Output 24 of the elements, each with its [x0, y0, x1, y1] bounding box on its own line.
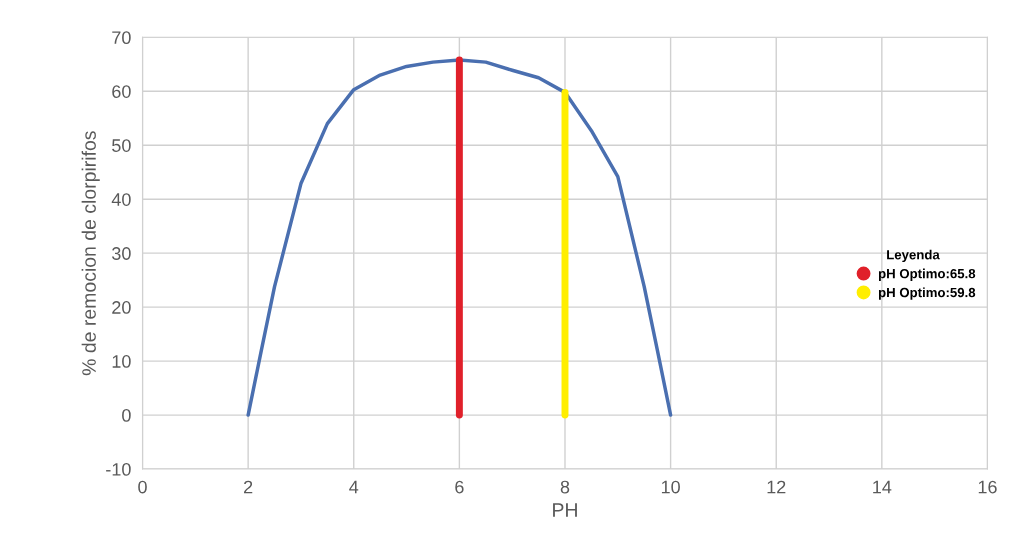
y-tick-label: 60 [112, 85, 131, 98]
x-tick-label: 8 [560, 480, 570, 494]
y-tick-label: 40 [111, 193, 131, 206]
x-tick-label: 4 [349, 480, 359, 494]
y-tick-label: 30 [112, 247, 131, 260]
legend-label: pH Optimo:59.8 [878, 287, 976, 300]
y-tick-label: 70 [112, 31, 131, 45]
y-tick-label: 10 [112, 355, 131, 368]
x-tick-label: 6 [455, 480, 464, 494]
x-tick-label: 10 [661, 480, 680, 494]
y-tick-label: 20 [112, 301, 131, 314]
legend-title: Leyenda [887, 249, 940, 263]
x-axis-title: PH [553, 503, 577, 517]
y-tick-label: -10 [106, 462, 131, 476]
x-tick-label: 2 [244, 480, 253, 494]
x-tick-label: 0 [138, 480, 147, 494]
y-tick-label: 0 [122, 409, 131, 422]
legend-label: pH Optimo:65.8 [878, 268, 976, 281]
x-tick-label: 16 [978, 480, 997, 494]
x-tick-label: 14 [873, 480, 892, 494]
y-axis-title: % de remocion de clorpirifos [81, 131, 100, 376]
line-series [246, 58, 673, 417]
x-tick-label: 12 [767, 480, 786, 494]
y-tick-label: 50 [112, 139, 131, 152]
